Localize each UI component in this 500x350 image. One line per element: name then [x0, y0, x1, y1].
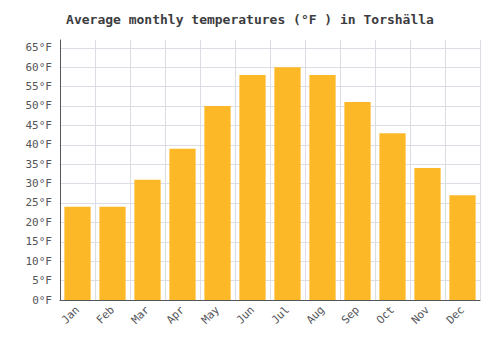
svg-text:Nov: Nov: [409, 303, 432, 326]
svg-text:45°F: 45°F: [26, 119, 53, 132]
svg-text:Oct: Oct: [374, 303, 397, 326]
svg-text:Average monthly temperatures (: Average monthly temperatures (°F ) in To…: [66, 12, 434, 27]
svg-text:Sep: Sep: [339, 303, 362, 326]
svg-text:15°F: 15°F: [26, 235, 53, 248]
svg-text:40°F: 40°F: [26, 138, 53, 151]
svg-text:50°F: 50°F: [26, 99, 53, 112]
svg-text:Aug: Aug: [304, 303, 327, 326]
svg-text:55°F: 55°F: [26, 80, 53, 93]
svg-text:May: May: [199, 303, 222, 326]
svg-text:Dec: Dec: [444, 303, 467, 326]
svg-text:65°F: 65°F: [26, 41, 53, 54]
svg-text:Jun: Jun: [234, 303, 257, 326]
svg-text:Feb: Feb: [94, 303, 117, 326]
svg-text:60°F: 60°F: [26, 61, 53, 74]
svg-text:35°F: 35°F: [26, 158, 53, 171]
svg-text:20°F: 20°F: [26, 216, 53, 229]
svg-text:5°F: 5°F: [32, 274, 52, 287]
svg-text:Mar: Mar: [129, 303, 152, 326]
svg-text:Jul: Jul: [269, 303, 292, 326]
svg-text:10°F: 10°F: [26, 255, 53, 268]
svg-text:0°F: 0°F: [32, 294, 52, 307]
svg-text:Apr: Apr: [164, 303, 187, 326]
svg-text:25°F: 25°F: [26, 196, 53, 209]
svg-text:Jan: Jan: [59, 303, 82, 326]
svg-text:30°F: 30°F: [26, 177, 53, 190]
